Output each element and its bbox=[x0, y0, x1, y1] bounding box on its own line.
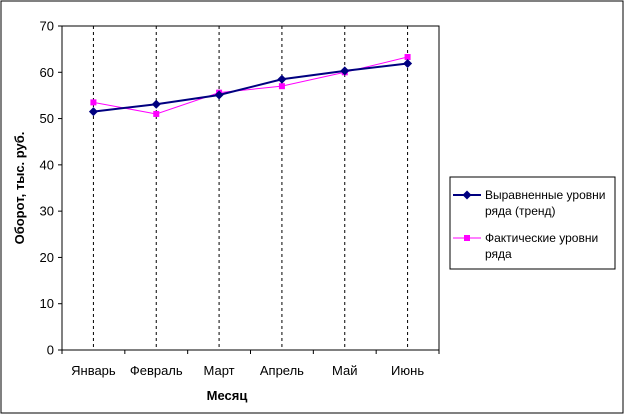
data-point-trend bbox=[403, 58, 413, 68]
y-axis-label: Оборот, тыс. руб. bbox=[12, 132, 27, 245]
legend-box bbox=[449, 176, 616, 270]
legend-label-trend-2: ряда (тренд) bbox=[485, 204, 556, 218]
data-point-trend bbox=[214, 90, 224, 100]
data-point-actual bbox=[90, 99, 97, 106]
series-line-trend bbox=[93, 62, 408, 113]
x-tick-label: Февраль bbox=[130, 363, 183, 378]
legend-item-trend: Выравненные уровни ряда (тренд) bbox=[453, 188, 605, 218]
y-tick-label: 0 bbox=[47, 343, 54, 358]
y-tick-label: 30 bbox=[40, 204, 54, 219]
legend: Выравненные уровни ряда (тренд) Фактичес… bbox=[449, 176, 616, 270]
data-point-actual bbox=[153, 110, 160, 117]
y-tick-label: 60 bbox=[40, 65, 54, 80]
legend-label-trend-1: Выравненные уровни bbox=[485, 188, 605, 202]
x-tick-labels: Январь Февраль Март Апрель Май Июнь bbox=[71, 363, 424, 378]
data-point-trend bbox=[340, 66, 350, 76]
legend-label-actual-2: ряда bbox=[485, 247, 512, 261]
x-axis-label: Месяц bbox=[207, 388, 248, 403]
x-tick-label: Июнь bbox=[391, 363, 424, 378]
data-point-actual bbox=[278, 83, 285, 90]
data-point-actual bbox=[404, 54, 411, 61]
y-tick-label: 50 bbox=[40, 111, 54, 126]
series-layer bbox=[88, 54, 413, 117]
legend-label-actual-1: Фактические уровни bbox=[485, 231, 598, 245]
x-tick-label: Январь bbox=[71, 363, 116, 378]
y-tick-label: 70 bbox=[40, 19, 54, 34]
y-tick-label: 40 bbox=[40, 157, 54, 172]
legend-item-actual: Фактические уровни ряда bbox=[453, 231, 598, 261]
data-point-trend bbox=[151, 99, 161, 109]
x-tick-label: Апрель bbox=[260, 363, 304, 378]
y-tick-label: 20 bbox=[40, 250, 54, 265]
y-tick-label: 10 bbox=[40, 296, 54, 311]
plot-area bbox=[58, 25, 440, 354]
legend-marker-square-icon bbox=[464, 235, 470, 241]
plot-area-frame bbox=[61, 25, 440, 351]
x-tick-label: Май bbox=[332, 363, 357, 378]
y-tick-labels: 0 10 20 30 40 50 60 70 bbox=[40, 19, 54, 358]
legend-marker-diamond-icon bbox=[462, 190, 472, 200]
x-tick-label: Март bbox=[204, 363, 235, 378]
data-point-trend bbox=[88, 107, 98, 117]
data-point-trend bbox=[277, 74, 287, 84]
